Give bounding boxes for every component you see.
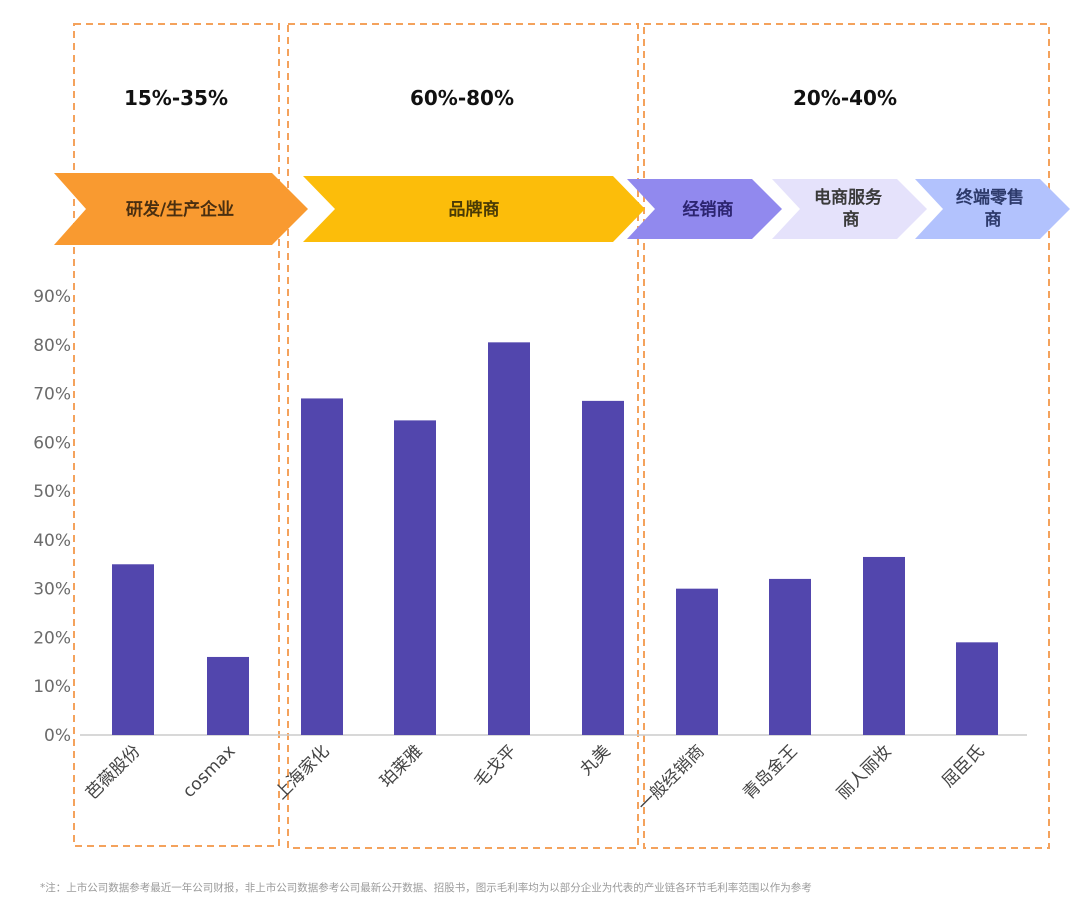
y-tick-label: 50% bbox=[33, 482, 71, 502]
bar bbox=[207, 656, 249, 735]
y-tick-label: 40% bbox=[33, 531, 71, 551]
range-label-brands: 60%-80% bbox=[410, 86, 514, 110]
stage-label-producers: 研发/生产企业 bbox=[126, 199, 234, 220]
y-axis-ticks: 0% 10% 20% 30% 40% 50% 60% 70% 80% 90% bbox=[33, 287, 71, 746]
group-box-producers bbox=[73, 23, 280, 847]
x-tick-label: 芭薇股份 bbox=[82, 741, 144, 803]
stage-label-ecommerce: 电商服务 商 bbox=[814, 187, 888, 230]
y-tick-label: 10% bbox=[33, 677, 71, 697]
chevron-distributors bbox=[627, 179, 782, 239]
group-box-brands bbox=[287, 23, 639, 849]
x-tick-label: 青岛金王 bbox=[739, 741, 801, 803]
stage-label-retail-line1: 终端零售 bbox=[956, 187, 1024, 208]
stage-label-ecommerce-line2: 商 bbox=[843, 209, 860, 230]
y-tick-label: 0% bbox=[44, 726, 71, 746]
group-box-channels bbox=[643, 23, 1050, 849]
y-tick-label: 30% bbox=[33, 580, 71, 600]
x-tick-label: 丽人丽妆 bbox=[833, 741, 895, 803]
bar bbox=[488, 342, 530, 735]
x-tick-label: 丸美 bbox=[576, 741, 614, 779]
stage-label-retail-line2: 商 bbox=[985, 209, 1002, 230]
x-tick-label: 毛戈平 bbox=[470, 741, 520, 791]
bar bbox=[769, 578, 811, 735]
chevron-producers bbox=[54, 173, 308, 245]
bar bbox=[112, 564, 154, 735]
y-tick-label: 80% bbox=[33, 336, 71, 356]
footnote: *注：上市公司数据参考最近一年公司财报，非上市公司数据参考公司最新公开数据、招股… bbox=[40, 882, 812, 894]
stage-label-distributors: 经销商 bbox=[683, 199, 734, 220]
x-axis-ticks: 芭薇股份 cosmax 上海家化 珀莱雅 毛戈平 丸美 一般经销商 青岛金王 丽人丽妆 屈臣氏 bbox=[82, 741, 988, 815]
y-tick-label: 20% bbox=[33, 628, 71, 648]
x-tick-label: 上海家化 bbox=[271, 741, 333, 803]
y-tick-label: 70% bbox=[33, 385, 71, 405]
bar bbox=[676, 588, 718, 735]
chevron-ecommerce bbox=[772, 179, 927, 239]
x-tick-label: 屈臣氏 bbox=[938, 741, 988, 791]
range-label-producers: 15%-35% bbox=[124, 86, 228, 110]
x-tick-label: 一般经销商 bbox=[634, 741, 708, 815]
stage-label-brands: 品牌商 bbox=[449, 199, 500, 220]
y-tick-label: 90% bbox=[33, 287, 71, 307]
bar bbox=[301, 398, 343, 735]
stage-label-retail: 终端零售 商 bbox=[956, 187, 1030, 230]
bar bbox=[582, 400, 624, 735]
chevron-retail bbox=[915, 179, 1070, 239]
x-tick-label: 珀莱雅 bbox=[376, 741, 426, 791]
bar bbox=[863, 556, 905, 735]
bar bbox=[956, 642, 998, 735]
range-label-channels: 20%-40% bbox=[793, 86, 897, 110]
y-tick-label: 60% bbox=[33, 433, 71, 453]
chevron-brands bbox=[303, 176, 645, 242]
bars bbox=[112, 342, 998, 735]
stage-label-ecommerce-line1: 电商服务 bbox=[814, 187, 883, 208]
x-tick-label: cosmax bbox=[179, 741, 240, 802]
bar bbox=[394, 420, 436, 735]
